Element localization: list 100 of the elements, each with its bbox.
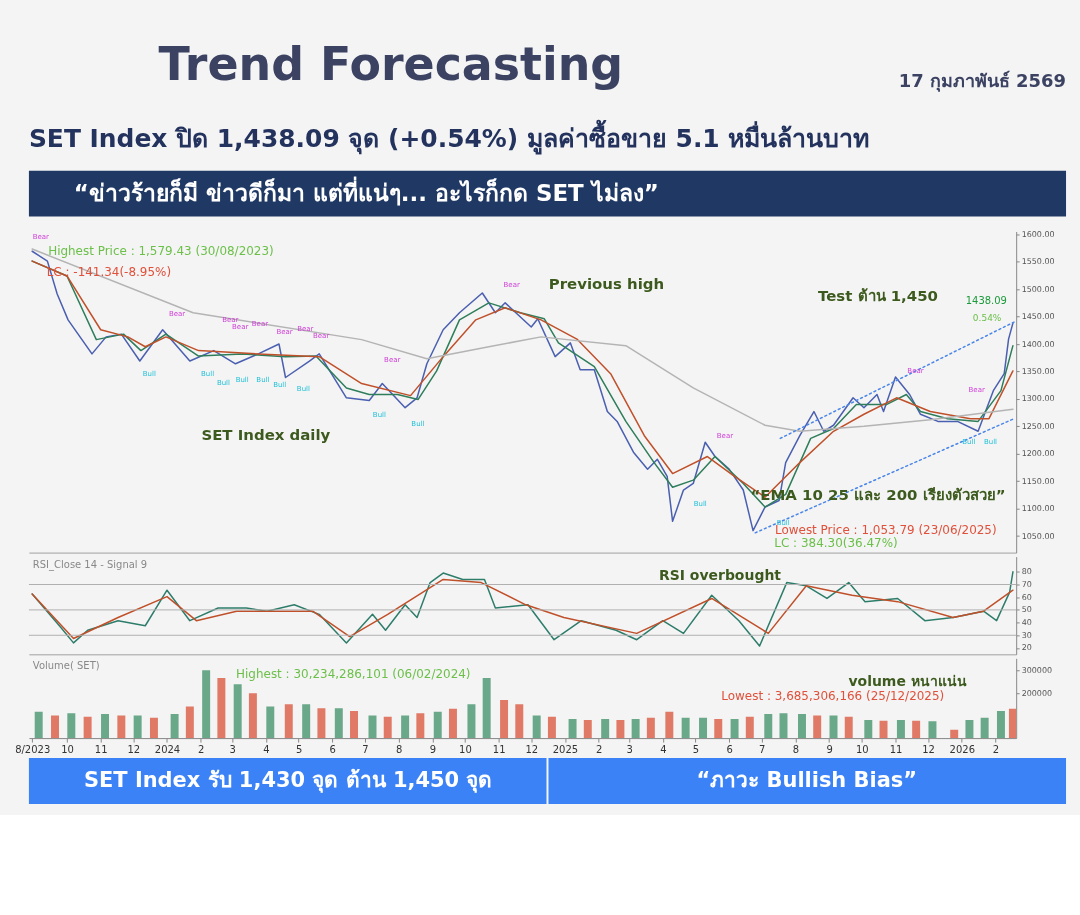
bar: [616, 720, 625, 739]
bar: [631, 718, 640, 739]
bar: [334, 708, 343, 739]
bar: [928, 721, 937, 739]
bar: [681, 717, 690, 739]
bar: [317, 708, 326, 739]
y-tick-label: 60: [1021, 592, 1032, 602]
text: “ภาวะ Bullish Bias”: [696, 767, 918, 792]
bar: [170, 714, 179, 739]
x-tick-label: 8: [395, 743, 403, 755]
x-tick-label: 11: [94, 743, 108, 755]
x-tick-label: 2: [595, 743, 603, 755]
x-tick-label: 2: [198, 743, 205, 755]
bar: [864, 720, 873, 739]
bar: [117, 715, 126, 739]
bar: [350, 711, 359, 739]
bar: [401, 715, 410, 739]
bar: [467, 704, 476, 739]
y-tick-label: 1350.00: [1021, 366, 1055, 376]
annotation: Volume( SET): [32, 660, 100, 672]
annotation: SET Index daily: [201, 426, 331, 445]
annotation: volume หนาแน่น: [848, 673, 967, 690]
bar: [1008, 708, 1017, 739]
bar: [547, 716, 556, 739]
x-tick-label: 12: [127, 743, 141, 755]
bar: [448, 708, 457, 739]
bar: [996, 711, 1005, 739]
bar: [601, 718, 610, 739]
bar: [416, 713, 425, 739]
y-tick-label: 1300.00: [1021, 394, 1055, 404]
x-tick-label: 5: [295, 743, 303, 755]
y-tick-label: 1500.00: [1021, 284, 1055, 294]
bar: [149, 717, 158, 739]
bar: [302, 704, 311, 739]
y-tick-label: 1100.00: [1021, 504, 1055, 514]
x-tick-label: 11: [492, 743, 506, 755]
bar: [284, 704, 293, 739]
x-tick-label: 10: [459, 743, 472, 755]
bar: [965, 720, 974, 739]
x-tick-label: 5: [692, 743, 700, 755]
y-tick-label: 1450.00: [1021, 312, 1055, 322]
y-tick-label: 1250.00: [1021, 421, 1055, 431]
y-tick-label: 70: [1021, 580, 1032, 589]
text: 17 กุมภาพันธ์ 2569: [898, 70, 1067, 93]
y-tick-label: 20: [1021, 643, 1032, 653]
x-tick-label: 2025: [552, 743, 579, 755]
y-tick-label: 80: [1021, 567, 1032, 577]
y-tick-label: 30: [1021, 630, 1032, 640]
x-tick-label: 8: [792, 743, 800, 755]
bar: [51, 715, 59, 739]
bar: [699, 717, 708, 739]
bar: [202, 670, 211, 739]
y-tick-label: 1150.00: [1021, 476, 1055, 486]
x-tick-label: 8/2023: [15, 743, 51, 755]
bar: [482, 678, 491, 739]
bar: [950, 729, 959, 739]
bar: [844, 716, 853, 739]
y-tick-label: 1400.00: [1021, 339, 1055, 349]
x-tick-label: 4: [263, 743, 270, 755]
x-tick-label: 2026: [949, 743, 975, 755]
annotation: Lowest : 3,685,306,166 (25/12/2025): [721, 688, 945, 703]
x-tick-label: 12: [525, 743, 539, 755]
bar: [233, 684, 242, 739]
annotation: RSI_Close 14 - Signal 9: [32, 559, 148, 572]
text: SET Index รับ 1,430 จุด ต้าน 1,450 จุด: [83, 767, 493, 793]
bar: [383, 716, 392, 739]
bar: [745, 716, 754, 739]
bar: [217, 678, 226, 739]
x-tick-label: 6: [726, 743, 733, 755]
bar: [101, 714, 110, 739]
bar: [797, 714, 806, 739]
bar: [980, 717, 989, 739]
y-tick-label: 1050.00: [1021, 531, 1055, 541]
bar: [433, 711, 442, 739]
bar: [67, 713, 76, 739]
annotation: Previous high: [548, 275, 665, 294]
y-tick-label: 50: [1021, 605, 1032, 615]
annotation: LC : 384.30(36.47%): [774, 535, 898, 550]
bar: [714, 718, 723, 739]
x-tick-label: 7: [759, 743, 766, 755]
x-tick-label: 9: [429, 743, 436, 755]
y-tick-label: 1550.00: [1021, 257, 1055, 267]
bar: [500, 699, 509, 739]
chart-title: Trend Forecasting: [158, 36, 624, 91]
line-series: [31, 571, 1014, 647]
y-tick-label: 200000: [1021, 688, 1053, 698]
y-tick-label: 300000: [1021, 666, 1053, 676]
annotation: 1438.09: [965, 295, 1007, 307]
bar: [764, 714, 773, 739]
y-tick-label: 1200.00: [1021, 449, 1055, 459]
x-tick-label: 10: [61, 743, 74, 755]
bar: [583, 720, 592, 739]
bar: [133, 715, 142, 739]
x-tick-label: 3: [626, 743, 633, 755]
bar: [185, 706, 194, 739]
annotation: Highest : 30,234,286,101 (06/02/2024): [236, 667, 471, 682]
x-tick-label: 10: [855, 743, 869, 755]
x-tick-label: 4: [660, 743, 667, 755]
annotation: RSI overbought: [659, 567, 782, 584]
bar: [879, 720, 888, 739]
